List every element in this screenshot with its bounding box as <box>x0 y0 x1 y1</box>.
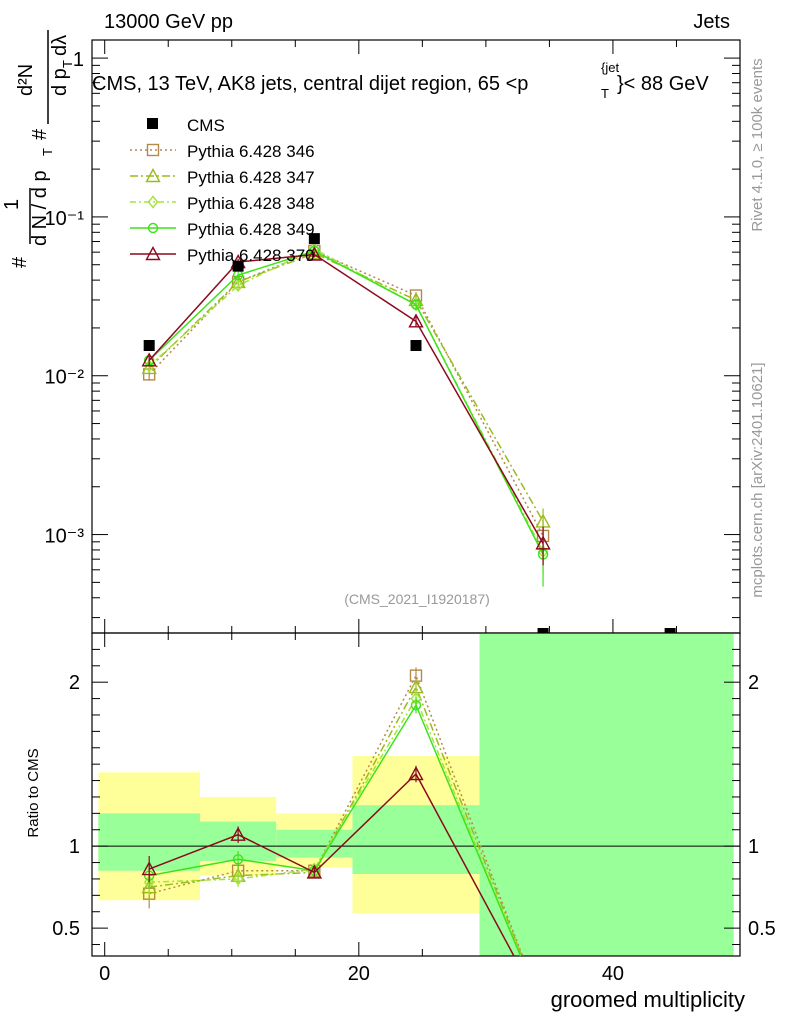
legend-label: Pythia 6.428 349 <box>187 220 315 239</box>
svg-text:T: T <box>40 148 55 156</box>
series-3 <box>143 242 549 575</box>
legend-item-cms: CMS <box>147 116 225 135</box>
data-marker <box>408 313 424 328</box>
x-tick-label: 0 <box>99 963 110 985</box>
ratio-y-tick-label: 0.5 <box>52 918 80 940</box>
data-marker <box>306 864 323 879</box>
data-marker <box>141 352 157 367</box>
svg-text:CMS, 13 TeV, AK8 jets, central: CMS, 13 TeV, AK8 jets, central dijet reg… <box>92 73 528 95</box>
data-marker <box>232 872 244 886</box>
legend-swatch <box>147 118 158 129</box>
legend-item-4: Pythia 6.428 349 <box>130 220 315 239</box>
data-marker <box>147 195 159 209</box>
header-energy-label: 13000 GeV pp <box>104 11 233 33</box>
series-2 <box>141 245 551 538</box>
svg-text:d N / d p: d N / d p <box>29 170 51 246</box>
y-tick-label: 10⁻³ <box>45 526 85 548</box>
svg-text:T: T <box>601 86 609 101</box>
legend-item-2: Pythia 6.428 347 <box>130 168 315 187</box>
series-line <box>148 252 544 522</box>
data-marker <box>410 299 422 310</box>
series-1 <box>142 244 550 554</box>
cms-data-point <box>410 340 422 352</box>
y-tick-label: 10⁻² <box>45 367 85 389</box>
data-marker <box>232 854 244 865</box>
legend-label: CMS <box>187 116 225 135</box>
cms-data-point <box>232 260 244 272</box>
data-marker <box>535 535 551 550</box>
svg-text:1: 1 <box>1 199 23 210</box>
ratio-line <box>149 696 522 957</box>
data-marker <box>306 246 323 261</box>
x-tick-label: 20 <box>348 963 370 985</box>
legend-item-5: Pythia 6.428 370 <box>130 246 315 265</box>
data-marker <box>230 826 246 841</box>
y-tick-label: 1 <box>73 49 84 71</box>
main-ylabel: # 1 d N / d p T # d²N d p T dλ <box>1 30 75 268</box>
ratio-stat-band <box>479 633 734 956</box>
series-5 <box>141 246 551 566</box>
data-marker <box>410 699 422 711</box>
data-marker <box>232 278 244 293</box>
cms-data <box>143 233 676 633</box>
svg-text:#: # <box>29 128 51 140</box>
svg-text:dλ: dλ <box>49 35 71 56</box>
series-line <box>148 250 544 537</box>
x-axis-label: groomed multiplicity <box>551 987 745 1012</box>
ratio-y-tick-label: 1 <box>748 836 759 858</box>
ratio-y-tick-label: 1 <box>69 836 80 858</box>
y-tick-label: 10⁻¹ <box>45 208 85 230</box>
series-line <box>148 250 544 555</box>
legend-label: Pythia 6.428 346 <box>187 142 315 161</box>
cms-data-point <box>308 233 320 245</box>
series-line <box>148 247 544 553</box>
svg-text:d²N: d²N <box>15 64 37 96</box>
data-marker <box>147 222 159 234</box>
legend-label: Pythia 6.428 370 <box>187 246 315 265</box>
cms-data-point <box>143 340 155 352</box>
legend-label: Pythia 6.428 348 <box>187 194 315 213</box>
ratio-y-tick-label: 2 <box>69 672 80 694</box>
legend-label: Pythia 6.428 347 <box>187 168 315 187</box>
ratio-panel: 0 20 40 0.5 0.5 1 1 2 2 <box>52 632 776 985</box>
ratio-ylabel: Ratio to CMS <box>25 748 42 837</box>
header-jets-label: Jets <box>693 11 730 33</box>
plot-title: CMS, 13 TeV, AK8 jets, central dijet reg… <box>92 60 709 101</box>
data-marker <box>145 168 161 183</box>
ratio-line <box>148 673 524 957</box>
legend-item-1: Pythia 6.428 346 <box>130 142 315 161</box>
legend-item-3: Pythia 6.428 348 <box>130 194 315 213</box>
data-marker <box>145 246 161 261</box>
ratio-y-tick-label: 2 <box>748 672 759 694</box>
svg-text:T: T <box>60 60 75 68</box>
svg-text:#: # <box>9 256 31 268</box>
ratio-stat-band <box>276 829 353 858</box>
svg-text:{jet: {jet <box>601 60 619 75</box>
cms-data-point <box>664 628 676 633</box>
cms-data-point <box>537 628 549 633</box>
ratio-stat-band <box>352 805 480 875</box>
data-marker <box>146 143 160 157</box>
svg-text:d p: d p <box>49 68 71 96</box>
svg-text:}< 88 GeV: }< 88 GeV <box>617 73 709 95</box>
rivet-label: Rivet 4.1.0, ≥ 100k events <box>749 58 766 231</box>
data-marker <box>408 766 424 781</box>
x-tick-label: 40 <box>602 963 624 985</box>
ratio-series-5 <box>141 765 515 957</box>
data-marker <box>141 861 157 876</box>
reference-label: (CMS_2021_I1920187) <box>344 591 490 607</box>
ratio-y-tick-label: 0.5 <box>748 918 776 940</box>
mcplots-label: mcplots.cern.ch [arXiv:2401.10621] <box>749 362 766 597</box>
series-line <box>148 253 544 544</box>
ratio-frame <box>91 632 741 957</box>
legend: CMS Pythia 6.428 346 Pythia 6.428 347 Pythi… <box>130 116 315 265</box>
